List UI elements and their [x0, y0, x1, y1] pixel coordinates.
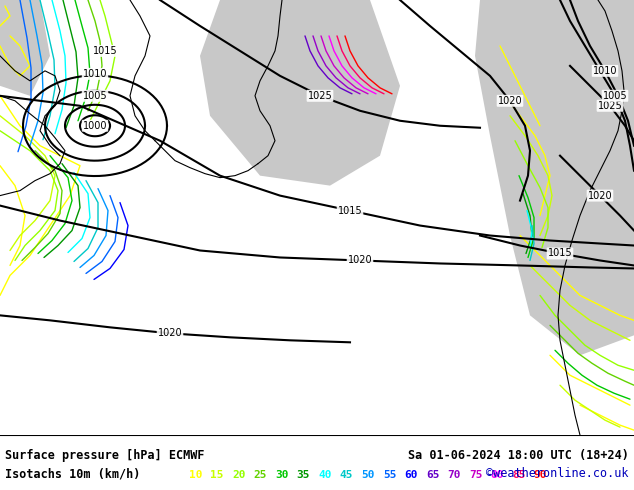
Text: 1020: 1020: [158, 328, 183, 338]
Text: ©weatheronline.co.uk: ©weatheronline.co.uk: [486, 467, 629, 480]
Text: 45: 45: [340, 470, 353, 480]
Text: 50: 50: [361, 470, 375, 480]
Text: 1005: 1005: [603, 91, 627, 101]
Text: 1025: 1025: [598, 101, 623, 111]
Text: 75: 75: [469, 470, 482, 480]
Text: 25: 25: [254, 470, 267, 480]
Text: 15: 15: [210, 470, 224, 480]
Text: 20: 20: [232, 470, 245, 480]
Text: 60: 60: [404, 470, 418, 480]
Text: 1010: 1010: [83, 69, 107, 79]
Text: Sa 01-06-2024 18:00 UTC (18+24): Sa 01-06-2024 18:00 UTC (18+24): [408, 449, 629, 462]
Text: 30: 30: [275, 470, 288, 480]
Text: 1000: 1000: [83, 121, 107, 131]
Text: 55: 55: [383, 470, 396, 480]
Text: 90: 90: [534, 470, 547, 480]
Text: 1015: 1015: [93, 46, 117, 56]
Text: 85: 85: [512, 470, 526, 480]
Text: 35: 35: [297, 470, 310, 480]
Text: Isotachs 10m (km/h): Isotachs 10m (km/h): [5, 467, 141, 480]
Text: 70: 70: [448, 470, 461, 480]
Text: 1020: 1020: [588, 191, 612, 200]
Text: 10: 10: [189, 470, 202, 480]
Text: Surface pressure [hPa] ECMWF: Surface pressure [hPa] ECMWF: [5, 449, 205, 462]
Text: 65: 65: [426, 470, 439, 480]
Text: 1020: 1020: [347, 255, 372, 266]
Text: 1025: 1025: [307, 91, 332, 101]
Polygon shape: [0, 0, 50, 96]
Text: 40: 40: [318, 470, 332, 480]
Text: 1015: 1015: [548, 248, 573, 259]
Text: 1015: 1015: [338, 206, 362, 216]
Polygon shape: [200, 0, 400, 186]
Text: 1020: 1020: [498, 96, 522, 106]
Text: 80: 80: [491, 470, 504, 480]
Text: 1010: 1010: [593, 66, 618, 76]
Polygon shape: [475, 0, 634, 355]
Text: 1005: 1005: [82, 91, 107, 101]
